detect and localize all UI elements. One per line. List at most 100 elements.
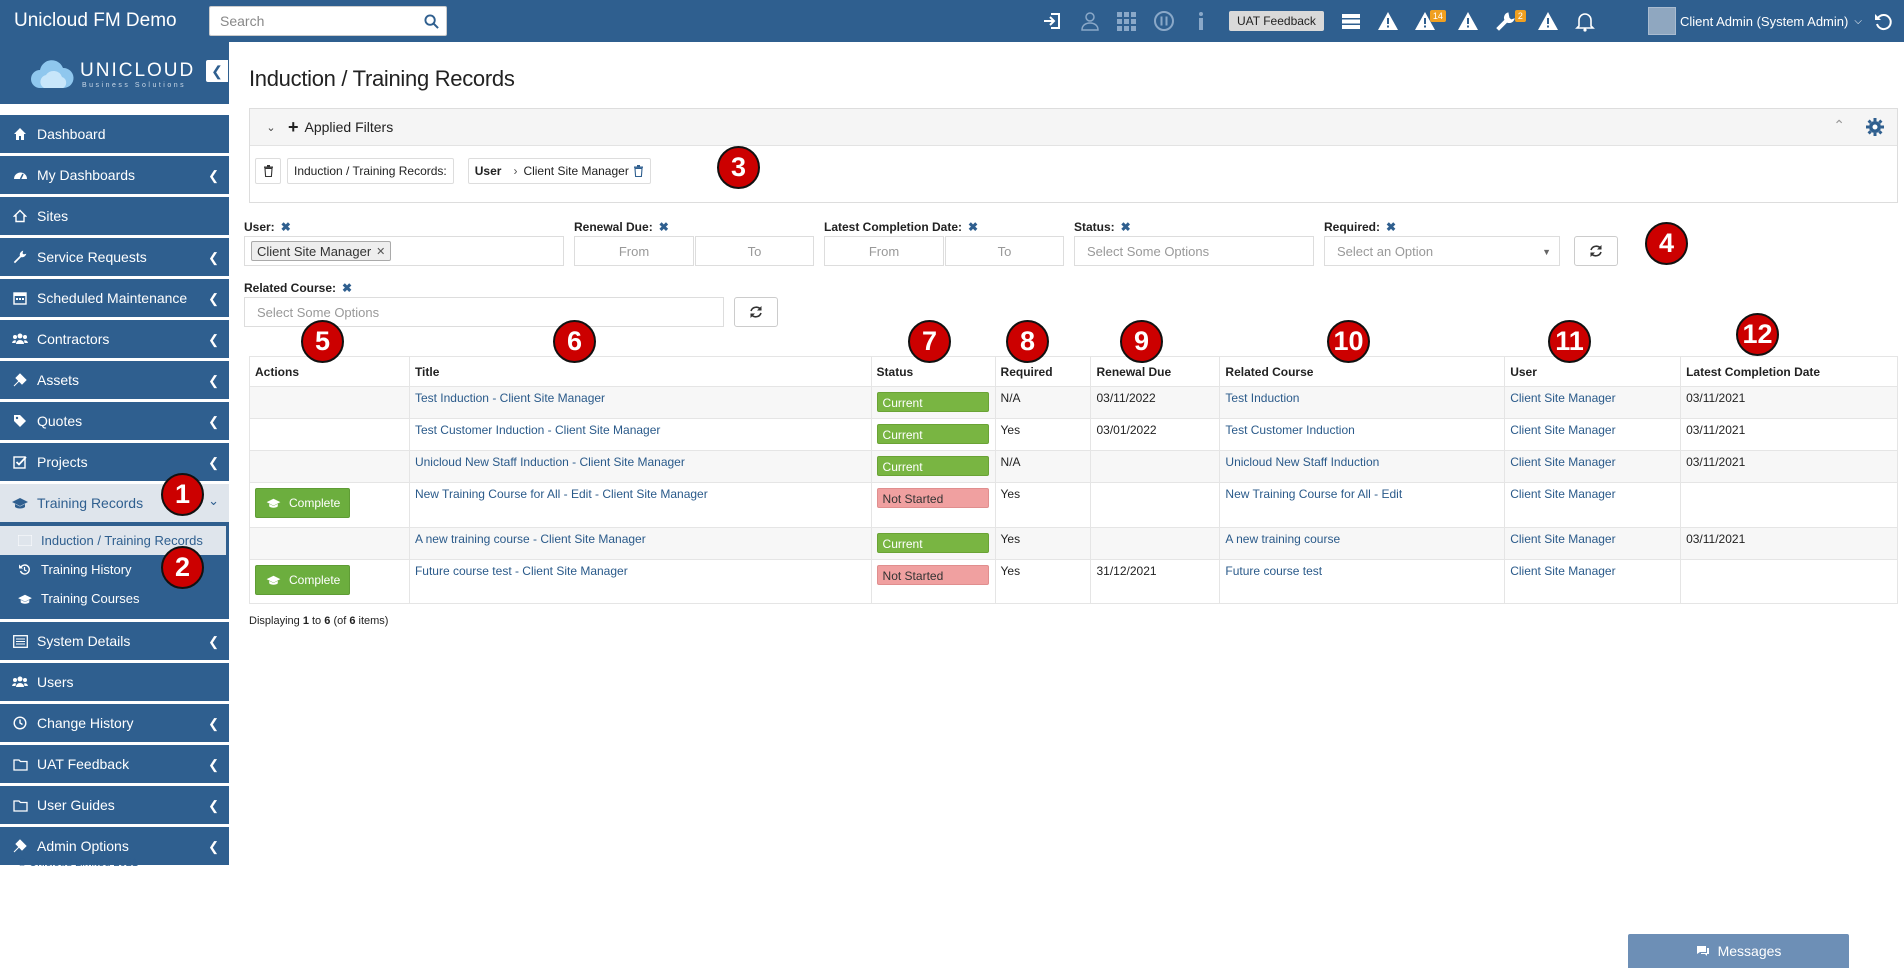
sidebar-subitem-training-history[interactable]: Training History [0,555,229,584]
user-outline-icon[interactable] [1077,8,1103,34]
chevron-left-icon: ❮ [208,798,219,813]
chevron-left-icon: ❮ [208,414,219,429]
sidebar-item-system-details[interactable]: System Details ❮ [0,622,229,660]
add-filter-button[interactable]: + [288,116,299,137]
record-title-link[interactable]: New Training Course for All - Edit - Cli… [414,487,708,501]
clear-filters-button[interactable] [255,158,281,184]
record-title-link[interactable]: Unicloud New Staff Induction - Client Si… [414,455,685,469]
warning-icon[interactable] [1375,8,1401,34]
sidebar-item-quotes[interactable]: Quotes ❮ [0,402,229,440]
refresh-button[interactable] [734,297,778,327]
user-link[interactable]: Client Site Manager [1510,564,1616,578]
remove-filter-icon[interactable]: ✖ [968,220,979,234]
sidebar-subitem-training-courses[interactable]: Training Courses [0,584,229,613]
calendar-icon [12,290,28,306]
sidebar-item-users[interactable]: Users [0,663,229,701]
sidebar-item-my-dashboards[interactable]: My Dashboards ❮ [0,156,229,194]
completion-from-input[interactable]: From [824,236,944,266]
undo-icon[interactable] [1873,11,1893,31]
trash-icon[interactable] [633,165,644,177]
column-header-related-course[interactable]: Related Course [1219,356,1506,387]
record-title-link[interactable]: A new training course - Client Site Mana… [414,532,646,546]
related-course-link[interactable]: Test Customer Induction [1225,423,1355,437]
warning-icon[interactable] [1455,8,1481,34]
related-course-link[interactable]: A new training course [1225,532,1341,546]
record-title-link[interactable]: Test Induction - Client Site Manager [414,391,606,405]
required-filter-select[interactable]: Select an Option ▼ [1324,236,1560,266]
messages-button[interactable]: Messages [1628,934,1849,968]
remove-filter-icon[interactable]: ✖ [342,281,353,295]
user-link[interactable]: Client Site Manager [1510,455,1616,469]
record-title-link[interactable]: Test Customer Induction - Client Site Ma… [414,423,661,437]
status-filter-select[interactable]: Select Some Options [1074,236,1314,266]
column-header-user[interactable]: User [1504,356,1682,387]
user-link[interactable]: Client Site Manager [1510,487,1616,501]
sidebar-item-service-requests[interactable]: Service Requests ❮ [0,238,229,276]
pause-icon[interactable] [1151,8,1177,34]
sidebar-collapse-button[interactable]: ❮ [206,60,228,82]
sidebar-item-change-history[interactable]: Change History ❮ [0,704,229,742]
complete-button[interactable]: Complete [255,565,350,595]
sidebar-item-dashboard[interactable]: Dashboard [0,115,229,153]
related-course-link[interactable]: Unicloud New Staff Induction [1225,455,1380,469]
completion-to-input[interactable]: To [945,236,1064,266]
tools-icon[interactable]: 2 [1492,8,1526,34]
sidebar-item-contractors[interactable]: Contractors ❮ [0,320,229,358]
chevron-left-icon: ❮ [208,250,219,265]
user-link[interactable]: Client Site Manager [1510,423,1616,437]
selected-user-chip[interactable]: Client Site Manager ✕ [251,241,392,261]
warning-icon[interactable] [1535,8,1561,34]
user-filter-select[interactable]: Client Site Manager ✕ [244,236,564,266]
remove-filter-icon[interactable]: ✖ [658,220,669,234]
gear-icon[interactable] [1865,117,1885,137]
actions-cell [249,386,410,419]
related-course-link[interactable]: New Training Course for All - Edit [1225,487,1403,501]
sidebar-item-projects[interactable]: Projects ❮ [0,443,229,481]
column-header-required[interactable]: Required [994,356,1092,387]
info-icon[interactable] [1188,8,1214,34]
record-title-link[interactable]: Future course test - Client Site Manager [414,564,628,578]
uat-feedback-button[interactable]: UAT Feedback [1229,11,1324,31]
status-badge: Current [876,424,989,444]
related-course-link[interactable]: Future course test [1225,564,1323,578]
related-course-link[interactable]: Test Induction [1225,391,1300,405]
user-link[interactable]: Client Site Manager [1510,532,1616,546]
sidebar-item-sites[interactable]: Sites [0,197,229,235]
user-menu[interactable]: Client Admin (System Admin) ⌵ [1648,7,1862,35]
logo-area: UNICLOUD Business Solutions ❮ [0,42,229,104]
renewal-due-to-input[interactable]: To [695,236,814,266]
user-link[interactable]: Client Site Manager [1510,391,1616,405]
annotation-marker: 2 [161,546,204,589]
app-title[interactable]: Unicloud FM Demo [14,10,177,31]
applied-filters-header: ⌄ + Applied Filters ⌃ [250,109,1897,146]
warning-count-icon[interactable]: 14 [1412,8,1446,34]
search-input[interactable] [210,7,446,35]
column-header-title[interactable]: Title [408,356,872,387]
user-filter-chip[interactable]: User › Client Site Manager [467,158,651,184]
sign-in-icon[interactable] [1040,8,1066,34]
column-header-renewal-due[interactable]: Renewal Due [1090,356,1221,387]
renewal-due-from-input[interactable]: From [574,236,694,266]
remove-filter-icon[interactable]: ✖ [1386,220,1397,234]
sidebar-item-user-guides[interactable]: User Guides ❮ [0,786,229,824]
sidebar-item-scheduled-maintenance[interactable]: Scheduled Maintenance ❮ [0,279,229,317]
remove-filter-icon[interactable]: ✖ [280,220,291,234]
actions-cell: Complete [249,559,410,604]
search-icon[interactable] [424,14,439,29]
sidebar-item-admin-options[interactable]: Admin Options ❮ [0,827,229,865]
status-badge: Current [876,533,989,553]
chevron-down-icon[interactable]: ⌄ [266,121,276,134]
bell-icon[interactable] [1572,8,1598,34]
sidebar-item-assets[interactable]: Assets ❮ [0,361,229,399]
server-icon[interactable] [1338,8,1364,34]
sidebar-item-uat-feedback[interactable]: UAT Feedback ❮ [0,745,229,783]
refresh-button[interactable] [1574,236,1618,266]
annotation-marker: 10 [1327,320,1370,363]
column-header-latest-completion-date[interactable]: Latest Completion Date [1680,356,1898,387]
remove-chip-icon[interactable]: ✕ [376,245,386,258]
column-header-status[interactable]: Status [870,356,996,387]
remove-filter-icon[interactable]: ✖ [1120,220,1131,234]
chevron-up-icon[interactable]: ⌃ [1833,117,1845,133]
complete-button[interactable]: Complete [255,488,350,518]
grid-icon[interactable] [1114,8,1140,34]
